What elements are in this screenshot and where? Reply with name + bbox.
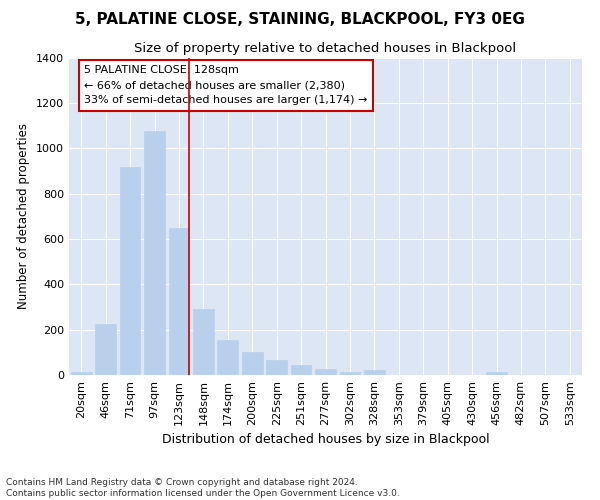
Bar: [364, 370, 385, 375]
Bar: [95, 324, 116, 375]
Bar: [340, 372, 361, 375]
Bar: [290, 366, 311, 375]
Bar: [169, 228, 190, 375]
Bar: [266, 360, 287, 375]
Text: Contains HM Land Registry data © Crown copyright and database right 2024.
Contai: Contains HM Land Registry data © Crown c…: [6, 478, 400, 498]
Bar: [193, 309, 214, 375]
Bar: [315, 368, 336, 375]
Text: 5 PALATINE CLOSE: 128sqm
← 66% of detached houses are smaller (2,380)
33% of sem: 5 PALATINE CLOSE: 128sqm ← 66% of detach…: [85, 66, 368, 105]
Text: 5, PALATINE CLOSE, STAINING, BLACKPOOL, FY3 0EG: 5, PALATINE CLOSE, STAINING, BLACKPOOL, …: [75, 12, 525, 28]
Bar: [486, 372, 507, 375]
Bar: [242, 352, 263, 375]
Title: Size of property relative to detached houses in Blackpool: Size of property relative to detached ho…: [134, 42, 517, 55]
Bar: [217, 340, 238, 375]
Bar: [119, 168, 140, 375]
X-axis label: Distribution of detached houses by size in Blackpool: Distribution of detached houses by size …: [161, 434, 490, 446]
Bar: [71, 372, 92, 375]
Bar: [144, 131, 165, 375]
Y-axis label: Number of detached properties: Number of detached properties: [17, 123, 31, 309]
